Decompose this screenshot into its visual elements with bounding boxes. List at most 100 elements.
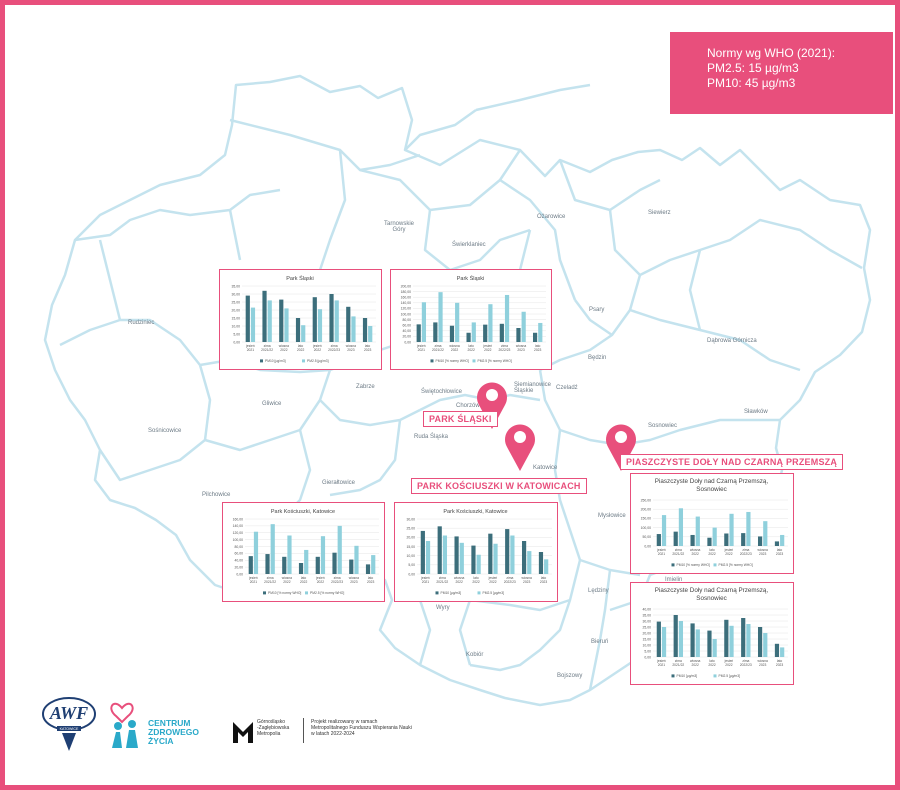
y-tick-label: 30,00 [232,292,241,296]
y-tick-label: 25,00 [407,526,416,530]
bar [301,325,306,342]
legend-label: PM2.5 [% normy WHO] [478,359,512,363]
chart-title: Park Kościuszki, Katowice [443,509,507,515]
location-pin-icon[interactable] [503,420,537,472]
city-label: Psary [589,307,605,313]
x-tick-label: 2023 [540,580,548,584]
location-pin-icon[interactable] [604,420,638,472]
bar [421,302,427,342]
city-label: Gliwice [262,401,282,407]
bar [673,531,678,546]
x-tick-label: jesień [248,576,258,580]
legend-swatch [671,563,675,567]
bar [295,318,301,342]
bar [315,556,320,574]
city-label: Świętochłowice [421,389,463,395]
bar [538,322,543,342]
x-tick-label: jesień [420,576,430,580]
y-tick-label: 10,00 [407,554,416,558]
city-label: Rudziniec [128,320,155,326]
bar [488,533,493,574]
legend-swatch [472,359,476,363]
y-tick-label: 120,00 [401,307,411,311]
bar [763,633,768,657]
bar [253,531,259,574]
legend-label: PM2.5 [µg/m3] [719,674,741,678]
x-tick-label: wiosna [279,344,289,348]
legend-swatch [671,674,675,678]
x-tick-label: lato [777,548,782,552]
x-tick-label: 2021/22 [261,348,273,352]
bar [262,290,267,342]
who-norms-pm25: PM2.5: 15 µg/m3 [707,61,799,75]
y-tick-label: 20,00 [407,536,416,540]
x-tick-label: 2022 [489,580,497,584]
x-tick-label: 2023 [347,348,355,352]
bar [707,537,712,546]
y-tick-label: 160,00 [401,296,411,300]
bar [459,542,464,574]
bar [248,556,253,574]
bar [695,516,700,546]
location-pin-icon[interactable] [475,378,509,430]
city-label: Sośnicowice [148,428,182,434]
x-tick-label: wiosna [690,548,700,552]
city-label: Sosnowiec [648,423,678,429]
x-tick-label: wiosna [349,576,359,580]
x-tick-label: 2022 [472,580,480,584]
x-tick-label: 2021/22 [264,580,276,584]
y-tick-label: 5,00 [233,332,240,336]
legend-label: PM10 [µg/m3] [265,359,286,363]
y-tick-label: 100,00 [401,312,411,316]
bar [466,332,471,342]
who-norms-box: Normy wg WHO (2021): PM2.5: 15 µg/m3 PM1… [670,32,893,114]
bar-chart: Park Śląski 0,00 5,00 10,00 15,00 20,00 25,00 3… [232,274,376,363]
y-tick-label: 35,00 [643,613,652,617]
x-tick-label: 2021 [418,348,426,352]
bar [416,324,421,342]
bar [304,549,309,574]
chart-card-piaszczyste-ugm3: Piaszczyste Doły nad Czarną Przemszą, Sos… [630,582,794,685]
bar [724,619,729,657]
y-tick-label: 30,00 [643,619,652,623]
bar [320,536,326,574]
x-tick-label: lato [469,344,474,348]
x-tick-label: wiosna [690,659,700,663]
gzm-line-2: -Zagłębiowska [257,725,290,731]
bar [678,621,684,657]
who-norms-title: Normy wg WHO (2021): [707,46,836,60]
bar [746,511,751,546]
bar [504,294,510,342]
who-norms-pm10: PM10: 45 µg/m3 [707,76,796,90]
bar [471,322,476,342]
bar [544,559,549,574]
bar [707,630,712,657]
bar [346,306,351,342]
bar [483,324,488,342]
y-tick-label: 0,00 [644,544,651,548]
pin-label-piaszczyste-doly[interactable]: PIASZCZYSTE DOŁY NAD CZARNĄ PRZEMSZĄ [620,454,844,470]
x-tick-label: zima [742,548,749,552]
pin-label-park-kosciuszki[interactable]: PARK KOŚCIUSZKI W KATOWICACH [411,478,587,494]
y-tick-label: 150,00 [641,517,651,521]
city-label: Ruda Śląska [414,434,449,440]
y-tick-label: 15,00 [407,545,416,549]
x-tick-label: wiosna [454,576,464,580]
bar [729,513,734,546]
x-tick-label: lato [535,344,540,348]
x-tick-label: wiosna [758,548,768,552]
bar [425,541,431,574]
bar [488,304,493,342]
bar [317,309,323,342]
legend-swatch [713,563,717,567]
bar [250,307,256,342]
chart-card-park-slaski-who: Park Śląski 0,00 20,00 40,00 60,00 80,00 100,0… [390,269,552,370]
x-tick-label: 2022 [484,348,492,352]
x-tick-label: lato [541,576,546,580]
y-tick-label: 80,00 [235,545,244,549]
pin-label-park-slaski[interactable]: PARK ŚLĄSKI [423,411,498,427]
project-line-1: Projekt realizowany w ramach [311,719,378,725]
legend-label: PM10 [% normy WHO] [268,591,301,595]
bar [454,536,459,574]
legend-label: PM2.5 [µg/m3] [307,359,329,363]
